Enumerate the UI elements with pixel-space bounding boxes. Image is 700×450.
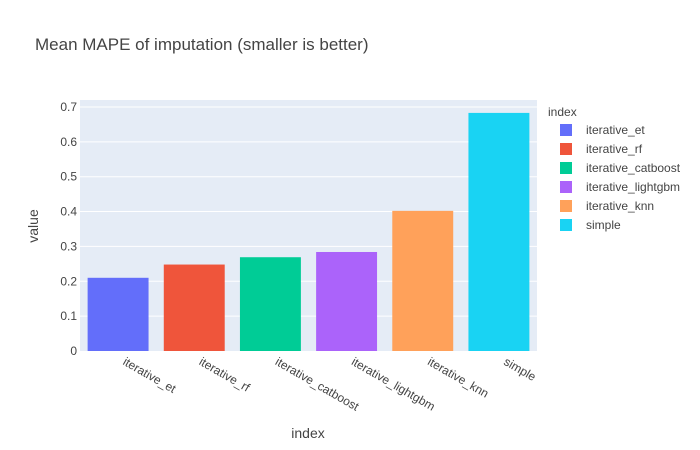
bar-iterative-lightgbm [316,251,378,351]
y-tick-label: 0.7 [60,100,77,114]
bar-iterative-rf [163,264,225,351]
legend-swatch [560,124,572,136]
y-tick-label: 0.4 [60,205,77,219]
x-tick-label: iterative_catboost [273,354,362,413]
bar-simple [468,112,530,351]
y-axis-ticks: 0 0.1 0.2 0.3 0.4 0.5 0.6 0.7 [60,100,77,358]
bar-iterative-knn [392,210,454,351]
x-tick-label: iterative_rf [197,354,253,394]
legend-label: iterative_rf [586,142,643,156]
x-tick-label: iterative_et [121,354,179,396]
legend-label: iterative_catboost [586,161,681,175]
legend: index iterative_et iterative_rf iterative_… [548,105,681,232]
y-tick-label: 0.3 [60,239,77,253]
legend-label: simple [586,218,621,232]
x-axis-title: index [291,425,324,441]
legend-swatch [560,200,572,212]
legend-label: iterative_et [586,123,645,137]
legend-swatch [560,219,572,231]
y-tick-label: 0.5 [60,170,77,184]
gridlines [80,106,537,317]
bar-iterative-et [87,277,149,351]
x-tick-label: simple [501,354,538,384]
y-tick-label: 0 [70,344,77,358]
y-axis-title: value [25,209,41,243]
legend-swatch [560,162,572,174]
legend-title: index [548,105,577,119]
legend-label: iterative_knn [586,199,654,213]
chart-title: Mean MAPE of imputation (smaller is bett… [35,35,369,54]
y-tick-label: 0.6 [60,135,77,149]
y-tick-label: 0.1 [60,309,77,323]
x-tick-label: iterative_knn [425,354,491,400]
x-tick-label: iterative_lightgbm [349,354,437,413]
x-axis-ticks: iterative_et iterative_rf iterative_catboo… [121,354,539,413]
bar-iterative-catboost [239,257,301,351]
y-tick-label: 0.2 [60,274,77,288]
legend-swatch [560,181,572,193]
bars [87,112,530,351]
legend-swatch [560,143,572,155]
legend-label: iterative_lightgbm [586,180,680,194]
